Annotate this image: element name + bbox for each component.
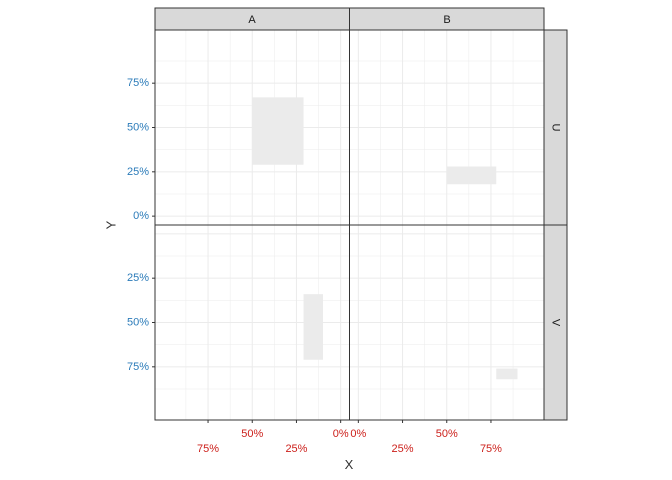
facet-strips-top: A B bbox=[154, 7, 545, 31]
strip-label-a: A bbox=[248, 14, 256, 26]
y-axis-ticks: 75% 50% 25% 0% 25% 50% 75% bbox=[127, 77, 155, 373]
y-tick-label: 50% bbox=[127, 317, 149, 329]
data-rect bbox=[446, 166, 497, 185]
y-tick-label: 75% bbox=[127, 77, 149, 89]
x-tick-label: 0% bbox=[333, 428, 349, 440]
facet-strips-right: U V bbox=[543, 29, 568, 421]
x-tick-label: 25% bbox=[285, 443, 307, 455]
y-tick-label: 25% bbox=[127, 166, 149, 178]
x-axis-title: X bbox=[345, 457, 354, 472]
y-tick-label: 25% bbox=[127, 272, 149, 284]
plot-area bbox=[154, 29, 545, 421]
x-tick-label: 50% bbox=[436, 428, 458, 440]
strip-row-v bbox=[543, 224, 568, 421]
data-rect bbox=[496, 368, 518, 380]
y-axis-title: Y bbox=[104, 220, 119, 229]
strip-label-u: U bbox=[550, 124, 562, 132]
y-tick-label: 50% bbox=[127, 122, 149, 134]
x-tick-label: 50% bbox=[241, 428, 263, 440]
data-rect bbox=[303, 294, 323, 360]
x-tick-label: 25% bbox=[392, 443, 414, 455]
strip-label-b: B bbox=[443, 14, 450, 26]
data-rect bbox=[252, 97, 304, 165]
strip-col-b bbox=[349, 7, 545, 31]
data-rects bbox=[252, 97, 518, 380]
x-tick-label: 75% bbox=[480, 443, 502, 455]
y-tick-label: 0% bbox=[133, 210, 149, 222]
x-tick-label: 0% bbox=[350, 428, 366, 440]
y-tick-label: 75% bbox=[127, 361, 149, 373]
strip-label-v: V bbox=[550, 319, 562, 327]
x-axis-ticks: 75% 50% 25% 0% 0% 25% 50% 75% bbox=[197, 420, 502, 455]
x-tick-label: 75% bbox=[197, 443, 219, 455]
